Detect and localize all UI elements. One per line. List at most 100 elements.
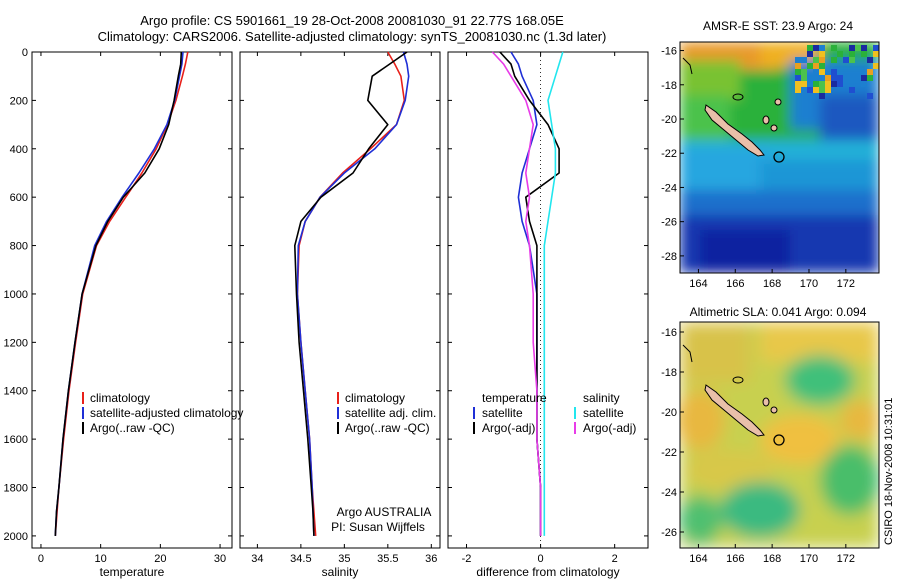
sst-map-frame xyxy=(679,41,880,274)
loyalty-island xyxy=(770,406,778,414)
sst-pixel xyxy=(837,75,843,81)
sst-pixel xyxy=(843,57,849,63)
map-x-tick-label: 170 xyxy=(800,553,818,565)
sst-pixel xyxy=(819,69,825,75)
x-axis-label: salinity xyxy=(322,565,359,579)
map-x-tick-label: 172 xyxy=(837,278,855,290)
map-y-tick-label: -18 xyxy=(661,80,677,92)
new-caledonia-island xyxy=(704,384,765,437)
sst-heatmap xyxy=(680,42,879,273)
y-tick-label: 1600 xyxy=(4,434,28,446)
series-line-salinity-satellite xyxy=(543,51,564,536)
sst-pixel xyxy=(849,45,855,51)
x-tick-label: 10 xyxy=(95,553,107,565)
sst-pixel xyxy=(873,51,879,57)
sst-pixel xyxy=(795,81,801,87)
legend-label-argo: Argo(..raw -QC) xyxy=(90,421,175,435)
sst-pixel xyxy=(831,81,837,87)
y-tick-label: 2000 xyxy=(4,531,28,543)
sst-pixel xyxy=(819,63,825,69)
map-x-tick-label: 168 xyxy=(763,553,781,565)
map-y-tick-label: -28 xyxy=(661,251,677,263)
legend-heading-temperature: temperature xyxy=(482,391,547,405)
sst-pixel xyxy=(801,75,807,81)
map-y-tick-label: -22 xyxy=(661,447,677,459)
sst-pixel xyxy=(819,51,825,57)
x-tick-label: 30 xyxy=(214,553,226,565)
y-tick-label: 1000 xyxy=(4,289,28,301)
sla-map-title: Altimetric SLA: 0.041 Argo: 0.094 xyxy=(690,305,867,319)
sst-pixel xyxy=(837,51,843,57)
map-y-tick-label: -24 xyxy=(661,487,677,499)
sst-pixel xyxy=(873,63,879,69)
map-y-tick-label: -24 xyxy=(661,182,677,194)
sst-pixel xyxy=(807,45,813,51)
sst-pixel xyxy=(831,75,837,81)
y-tick-label: 600 xyxy=(10,192,28,204)
legend-label-satellite: satellite-adjusted climatology xyxy=(90,406,243,420)
legend-label-argo: Argo(..raw -QC) xyxy=(345,421,430,435)
x-tick-label: 36 xyxy=(425,553,437,565)
sst-pixel xyxy=(855,45,861,51)
map-y-tick-label: -20 xyxy=(661,407,677,419)
sst-pixel xyxy=(831,57,837,63)
legend-heading-salinity: salinity xyxy=(583,391,620,405)
sst-pixel xyxy=(819,87,825,93)
series-line-satellite xyxy=(296,51,410,536)
sst-pixel xyxy=(795,63,801,69)
x-tick-label: 20 xyxy=(154,553,166,565)
x-axis-label: temperature xyxy=(100,565,165,579)
sst-pixel xyxy=(795,57,801,63)
sst-pixel xyxy=(801,81,807,87)
pi-annotation: PI: Susan Wijffels xyxy=(331,520,425,534)
difference-legend: temperature satellite Argo(-adj) salinit… xyxy=(473,391,636,435)
map-y-tick-label: -22 xyxy=(661,148,677,160)
sst-pixel xyxy=(795,69,801,75)
plot-frame xyxy=(447,51,649,549)
series-line-argo xyxy=(54,51,183,536)
legend-label-climatology: climatology xyxy=(90,391,150,405)
sst-pixel xyxy=(825,75,831,81)
legend-label-climatology: climatology xyxy=(345,391,405,405)
map-x-tick-label: 168 xyxy=(763,278,781,290)
sst-pixel xyxy=(807,63,813,69)
sst-pixel xyxy=(819,57,825,63)
sst-pixel xyxy=(867,57,873,63)
sst-pixel xyxy=(813,81,819,87)
figure-title-line2: Climatology: CARS2006. Satellite-adjuste… xyxy=(98,29,607,44)
sst-pixel xyxy=(867,93,873,99)
sst-pixel xyxy=(807,87,813,93)
map-y-tick-label: -26 xyxy=(661,527,677,539)
y-tick-label: 1800 xyxy=(4,483,28,495)
sst-pixel xyxy=(861,45,867,51)
plot-frame xyxy=(239,51,441,549)
salinity-profile-panel: 34 34.5 35 35.5 36 salinity xyxy=(239,51,441,579)
x-tick-label: 0 xyxy=(38,553,44,565)
map-x-tick-label: 164 xyxy=(689,278,707,290)
sla-coastline xyxy=(682,344,785,446)
map-x-tick-label: 166 xyxy=(726,278,744,290)
sst-pixel xyxy=(801,57,807,63)
sst-pixel xyxy=(867,69,873,75)
y-tick-label: 0 xyxy=(22,47,28,59)
sst-pixel xyxy=(813,45,819,51)
sst-pixel xyxy=(861,75,867,81)
plot-frame xyxy=(31,51,233,549)
map-y-tick-label: -16 xyxy=(661,46,677,58)
sst-pixel xyxy=(861,51,867,57)
x-tick-label: -2 xyxy=(462,553,472,565)
x-tick-label: 35.5 xyxy=(377,553,398,565)
map-x-tick-label: 172 xyxy=(837,553,855,565)
sst-pixel xyxy=(819,45,825,51)
temperature-legend: climatology satellite-adjusted climatolo… xyxy=(82,391,243,435)
sst-pixel xyxy=(813,69,819,75)
sst-pixel xyxy=(849,57,855,63)
x-tick-label: 34.5 xyxy=(290,553,311,565)
sst-pixel xyxy=(825,81,831,87)
island-outline xyxy=(774,98,782,106)
loyalty-island xyxy=(762,115,770,125)
x-tick-label: 35 xyxy=(338,553,350,565)
sst-pixel xyxy=(825,87,831,93)
y-tick-label: 800 xyxy=(10,241,28,253)
